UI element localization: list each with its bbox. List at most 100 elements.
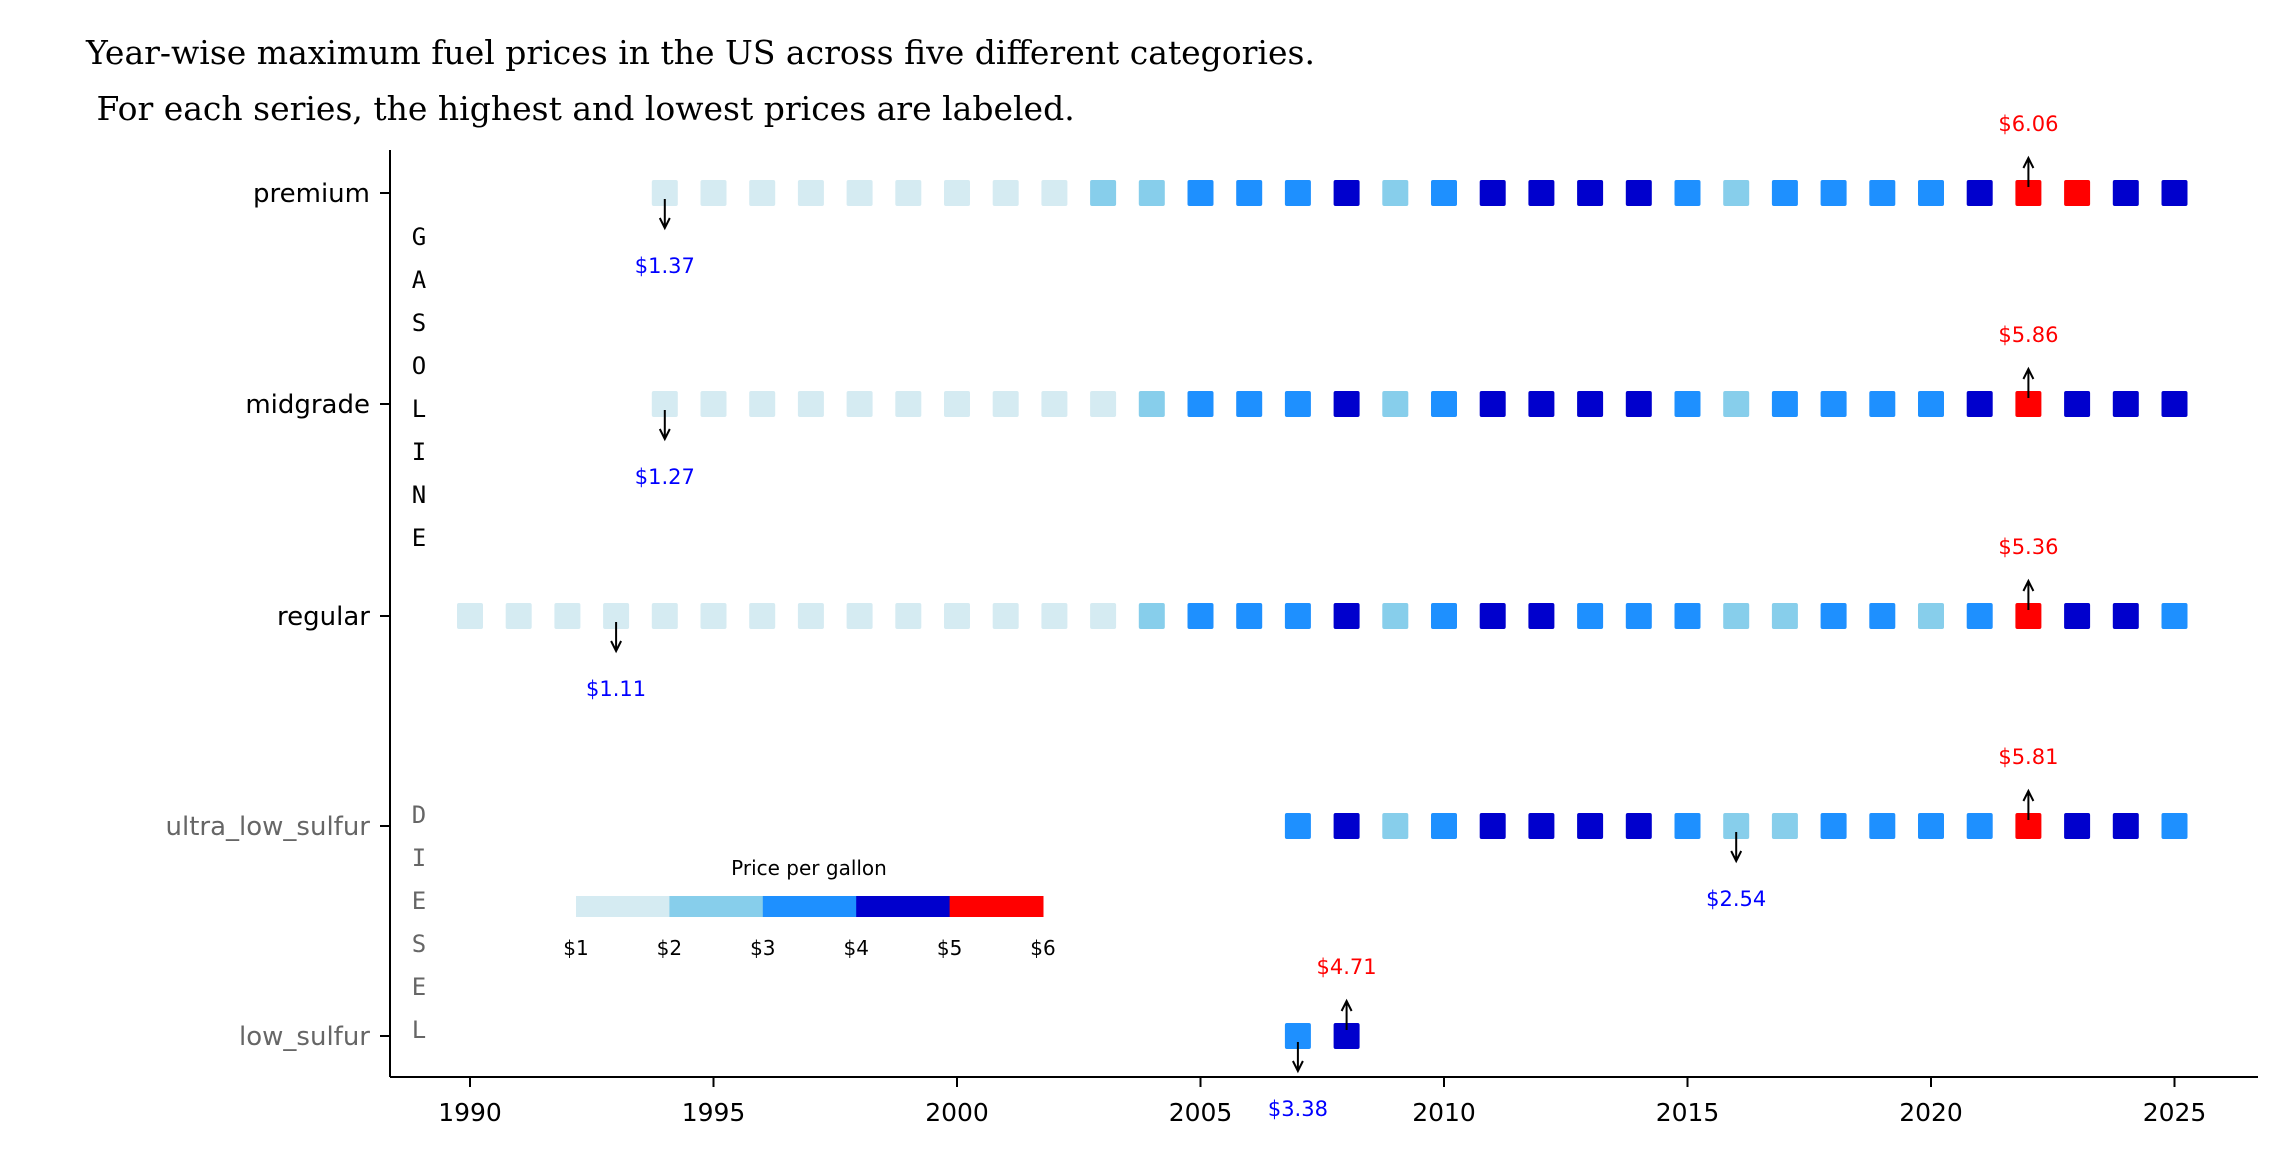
price-square-premium bbox=[2161, 180, 2188, 206]
price-square-regular bbox=[2064, 603, 2091, 629]
price-square-midgrade bbox=[1528, 391, 1555, 417]
price-square-ultra-low-sulfur bbox=[1528, 813, 1555, 839]
y-tick-label-midgrade: midgrade bbox=[245, 390, 370, 420]
arrow-up-icon bbox=[2022, 155, 2035, 187]
arrow-down-icon bbox=[610, 622, 622, 654]
price-square-ultra-low-sulfur bbox=[2064, 813, 2091, 839]
price-square-regular bbox=[1577, 603, 1604, 629]
axes: 1990 1995 2000 2005 2010 2015 2020 2025 premium m… bbox=[166, 150, 2258, 1127]
colorbar-legend: Price per gallon $1 $2 $3 $4 $5 $6 bbox=[563, 856, 1055, 960]
price-square-premium bbox=[846, 180, 873, 206]
price-square-midgrade bbox=[651, 391, 678, 417]
price-square-ultra-low-sulfur bbox=[1625, 813, 1652, 839]
price-square-premium bbox=[1431, 180, 1457, 206]
colorbar-title: Price per gallon bbox=[731, 856, 887, 880]
group-label-gasoline-letter: A bbox=[412, 266, 427, 294]
price-square-premium bbox=[2015, 180, 2042, 206]
y-tick-label-premium: premium bbox=[253, 179, 370, 209]
price-square-regular bbox=[1869, 603, 1896, 629]
x-tick-label: 1995 bbox=[682, 1098, 746, 1127]
price-square-ultra-low-sulfur bbox=[1333, 813, 1360, 839]
price-square-ultra-low-sulfur bbox=[1479, 813, 1506, 839]
price-square-premium bbox=[1090, 180, 1117, 206]
price-square-midgrade bbox=[1236, 391, 1263, 417]
group-label-diesel-letter: S bbox=[412, 930, 426, 958]
colorbar-segment bbox=[949, 896, 1044, 917]
price-square-midgrade bbox=[1674, 391, 1701, 417]
chart-title-line-1: Year-wise maximum fuel prices in the US … bbox=[85, 33, 1315, 72]
price-square-midgrade bbox=[1041, 391, 1068, 417]
price-square-regular bbox=[1528, 603, 1555, 629]
price-square-midgrade bbox=[895, 391, 922, 417]
price-square-regular bbox=[1236, 603, 1263, 629]
colorbar-tick-label: $5 bbox=[937, 936, 962, 960]
price-square-regular bbox=[895, 603, 922, 629]
price-square-ultra-low-sulfur bbox=[1284, 813, 1311, 839]
y-tick-label-regular: regular bbox=[277, 602, 370, 632]
price-square-regular bbox=[797, 603, 824, 629]
price-square-regular bbox=[846, 603, 873, 629]
max-price-label: $5.36 bbox=[1998, 535, 2058, 559]
price-square-regular bbox=[700, 603, 727, 629]
y-tick-label-low-sulfur: low_sulfur bbox=[239, 1022, 370, 1052]
price-square-premium bbox=[1041, 180, 1068, 206]
price-square-ultra-low-sulfur bbox=[2161, 813, 2188, 839]
price-square-premium bbox=[1869, 180, 1896, 206]
price-square-midgrade bbox=[846, 391, 873, 417]
colorbar-tick-label: $3 bbox=[750, 936, 775, 960]
price-square-premium bbox=[1333, 180, 1360, 206]
price-square-premium bbox=[992, 180, 1019, 206]
chart-title-line-2: For each series, the highest and lowest … bbox=[86, 89, 1075, 128]
group-label-gasoline-letter: S bbox=[412, 309, 426, 337]
price-square-premium bbox=[895, 180, 922, 206]
price-square-regular bbox=[1966, 603, 1993, 629]
price-square-regular bbox=[1138, 603, 1165, 629]
group-label-diesel-letter: L bbox=[412, 1016, 426, 1044]
price-square-midgrade bbox=[944, 391, 970, 417]
price-square-ultra-low-sulfur bbox=[1723, 813, 1750, 839]
price-square-premium bbox=[944, 180, 970, 206]
price-square-ultra-low-sulfur bbox=[1431, 813, 1457, 839]
x-tick-label: 2020 bbox=[1899, 1098, 1963, 1127]
price-square-premium bbox=[1625, 180, 1652, 206]
price-square-premium bbox=[749, 180, 776, 206]
max-price-label: $6.06 bbox=[1998, 112, 2058, 136]
max-price-label: $4.71 bbox=[1317, 955, 1377, 979]
price-square-midgrade bbox=[1820, 391, 1847, 417]
x-tick-label: 2010 bbox=[1412, 1098, 1476, 1127]
price-square-regular bbox=[2161, 603, 2188, 629]
colorbar-tick-label: $2 bbox=[657, 936, 682, 960]
price-square-regular bbox=[1187, 603, 1214, 629]
arrow-down-icon bbox=[1292, 1042, 1304, 1074]
price-square-premium bbox=[1187, 180, 1214, 206]
price-square-premium bbox=[2064, 180, 2091, 206]
price-square-midgrade bbox=[1479, 391, 1506, 417]
price-square-midgrade bbox=[1625, 391, 1652, 417]
price-square-midgrade bbox=[1431, 391, 1457, 417]
min-price-label: $1.11 bbox=[586, 677, 646, 701]
price-square-premium bbox=[1236, 180, 1263, 206]
price-square-regular bbox=[603, 603, 630, 629]
price-square-ultra-low-sulfur bbox=[1869, 813, 1896, 839]
price-square-ultra-low-sulfur bbox=[1674, 813, 1701, 839]
price-square-low-sulfur bbox=[1284, 1023, 1311, 1049]
group-label-diesel-letter: I bbox=[412, 844, 426, 872]
colorbar-tick-label: $4 bbox=[843, 936, 868, 960]
price-square-regular bbox=[1771, 603, 1798, 629]
x-tick-label: 2005 bbox=[1169, 1098, 1233, 1127]
price-square-midgrade bbox=[700, 391, 727, 417]
x-tick-label: 2015 bbox=[1656, 1098, 1720, 1127]
group-label-gasoline-letter: N bbox=[412, 481, 426, 509]
price-square-regular bbox=[1284, 603, 1311, 629]
group-label-diesel-letter: E bbox=[412, 887, 426, 915]
price-square-midgrade bbox=[2161, 391, 2188, 417]
price-square-low-sulfur bbox=[1333, 1023, 1360, 1049]
price-square-midgrade bbox=[1138, 391, 1165, 417]
price-square-premium bbox=[1479, 180, 1506, 206]
group-label-diesel-letter: E bbox=[412, 973, 426, 1001]
price-square-ultra-low-sulfur bbox=[2015, 813, 2042, 839]
price-square-ultra-low-sulfur bbox=[1382, 813, 1409, 839]
price-square-midgrade bbox=[2064, 391, 2091, 417]
colorbar-segment bbox=[669, 896, 764, 917]
